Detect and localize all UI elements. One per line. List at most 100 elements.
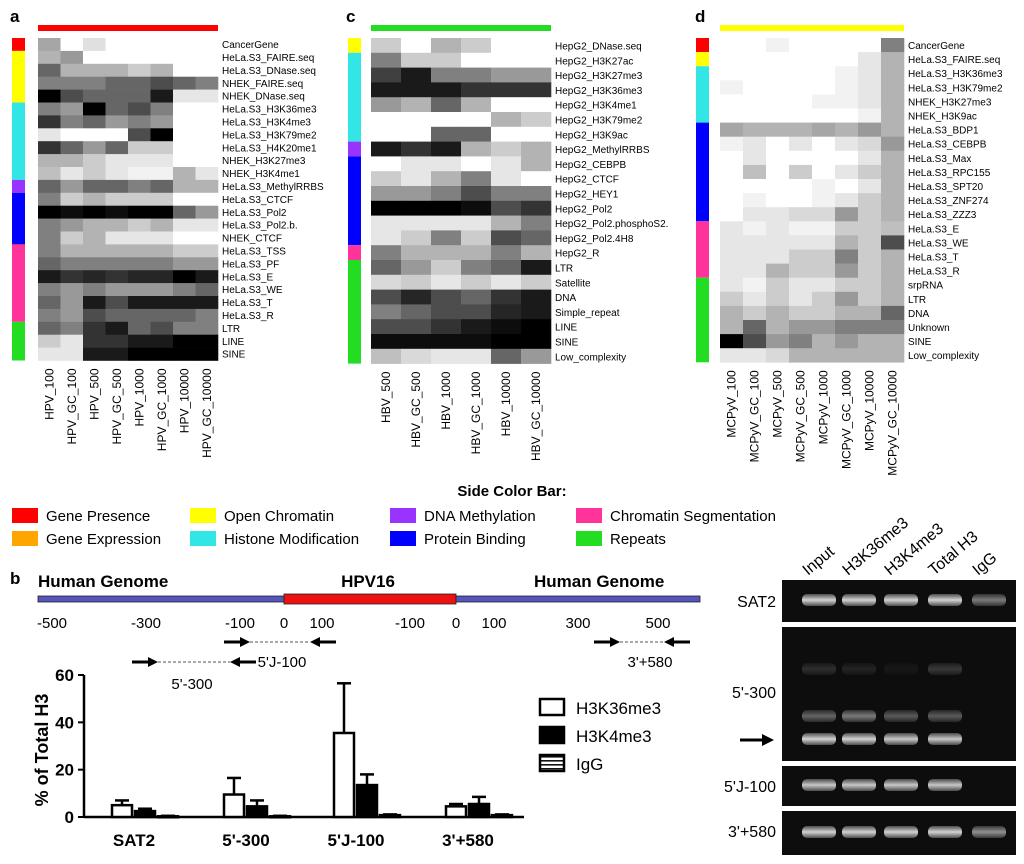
heatmap-cell bbox=[743, 320, 767, 335]
heatmap-cell bbox=[491, 200, 522, 216]
x-category-label: SAT2 bbox=[113, 831, 155, 850]
heatmap-cell bbox=[83, 192, 106, 206]
heatmap-cell bbox=[38, 141, 61, 155]
heatmap-cell bbox=[150, 38, 174, 52]
heatmap-cell bbox=[128, 334, 151, 348]
heatmap-cell bbox=[766, 305, 790, 321]
heatmap-cell bbox=[371, 215, 402, 231]
heatmap-cell bbox=[83, 218, 106, 232]
heatmap-cell bbox=[881, 164, 905, 180]
heatmap-cell bbox=[461, 186, 492, 202]
side-color-segment bbox=[12, 244, 25, 322]
heatmap-column-label: HBV_1000 bbox=[439, 371, 453, 429]
primer-arrow-head bbox=[240, 637, 250, 647]
heatmap-cell bbox=[521, 141, 552, 157]
hpv16-integration-schematic: b Human Genome HPV16 Human Genome -500 -300 -1… bbox=[10, 569, 701, 693]
heatmap-cell bbox=[401, 67, 432, 83]
heatmap-cell bbox=[38, 115, 61, 129]
heatmap-cell bbox=[105, 63, 129, 77]
heatmap-cell bbox=[371, 186, 402, 202]
heatmap-cell bbox=[38, 257, 61, 271]
legend-swatch bbox=[576, 508, 602, 523]
heatmap-cell bbox=[743, 291, 767, 307]
heatmap-cell bbox=[766, 221, 790, 236]
heatmap-cell bbox=[128, 167, 151, 181]
heatmap-row-label: Satellite bbox=[555, 278, 591, 289]
heatmap-row-label: HeLa.S3_Pol2.b. bbox=[222, 221, 298, 232]
x-category-label: 3'+580 bbox=[442, 831, 494, 850]
heatmap-row-label: HepG2_Pol2 bbox=[555, 204, 613, 215]
heatmap-cell bbox=[431, 319, 462, 335]
heatmap-cell bbox=[461, 82, 492, 98]
heatmap-cell bbox=[150, 321, 174, 335]
coordinate-label: -100 bbox=[225, 615, 255, 632]
heatmap-cell bbox=[173, 231, 196, 245]
heatmap-cell bbox=[881, 150, 905, 166]
gel-band bbox=[972, 826, 1006, 838]
heatmap-row-label: HepG2_H3K36me3 bbox=[555, 86, 643, 97]
gel-band bbox=[842, 710, 876, 722]
heatmap-cell bbox=[789, 320, 813, 335]
side-color-segment bbox=[348, 52, 361, 142]
heatmap-cell bbox=[881, 108, 905, 123]
heatmap-cell bbox=[173, 76, 196, 90]
side-color-segment bbox=[696, 221, 709, 278]
heatmap-cell bbox=[38, 50, 61, 65]
side-color-segment bbox=[348, 245, 361, 260]
side-color-bar-legend: Side Color Bar: Gene Presence Gene Express… bbox=[12, 483, 776, 548]
bar-legend-swatch bbox=[538, 697, 566, 717]
heatmap-cell bbox=[150, 283, 174, 297]
heatmap-cell bbox=[173, 192, 196, 206]
heatmap-cell bbox=[766, 263, 790, 278]
heatmap-cell bbox=[401, 274, 432, 290]
heatmap-cell bbox=[881, 179, 905, 194]
heatmap-row-label: srpRNA bbox=[908, 281, 943, 292]
heatmap-cell bbox=[105, 154, 129, 168]
heatmap-cell bbox=[835, 193, 859, 208]
x-category-label: 5'J-100 bbox=[328, 831, 385, 850]
heatmap-cell bbox=[491, 126, 522, 142]
heatmap-cell bbox=[789, 334, 813, 349]
heatmap-cell bbox=[461, 141, 492, 157]
heatmap-cell bbox=[150, 334, 174, 348]
gel-row-label: 5'J-100 bbox=[724, 779, 776, 796]
bar bbox=[467, 802, 491, 819]
heatmap-row-label: HepG2_DNase.seq bbox=[555, 42, 642, 53]
heatmap-cell bbox=[766, 249, 790, 264]
heatmap-cell bbox=[38, 192, 61, 206]
heatmap-cell bbox=[173, 244, 196, 258]
heatmap-cell bbox=[720, 320, 744, 335]
heatmap-cell bbox=[173, 257, 196, 271]
heatmap-cell bbox=[150, 102, 174, 116]
heatmap-cell bbox=[743, 52, 767, 67]
gel-row-label: 3'+580 bbox=[728, 824, 776, 841]
heatmap-row-label: HepG2_CTCF bbox=[555, 175, 619, 186]
heatmap-row-label: DNA bbox=[908, 309, 929, 320]
gel-band bbox=[842, 663, 876, 675]
side-color-segment bbox=[348, 156, 361, 246]
heatmap-cell bbox=[83, 308, 106, 323]
heatmap-column-label: HPV_10000 bbox=[177, 368, 191, 433]
heatmap-cell bbox=[521, 112, 552, 128]
heatmap-cell bbox=[195, 296, 219, 310]
heatmap-cell bbox=[173, 50, 196, 65]
heatmap-cell bbox=[461, 245, 492, 261]
heatmap-cell bbox=[83, 128, 106, 142]
heatmap-row-label: NHEK_H3K4me1 bbox=[222, 169, 300, 180]
heatmap-cell bbox=[766, 136, 790, 152]
heatmap-cell bbox=[812, 235, 836, 250]
heatmap-cell bbox=[60, 63, 84, 77]
legend-label: Gene Expression bbox=[46, 531, 161, 548]
gel-band bbox=[802, 826, 836, 838]
heatmap-cell bbox=[60, 244, 84, 258]
side-color-segment bbox=[696, 277, 709, 363]
heatmap-cell bbox=[720, 38, 744, 53]
heatmap-cell bbox=[173, 38, 196, 52]
heatmap-cell bbox=[766, 164, 790, 180]
coordinate-label: 500 bbox=[645, 615, 670, 632]
heatmap-cell bbox=[105, 231, 129, 245]
heatmap-cell bbox=[128, 296, 151, 310]
heatmap-cell bbox=[461, 274, 492, 290]
